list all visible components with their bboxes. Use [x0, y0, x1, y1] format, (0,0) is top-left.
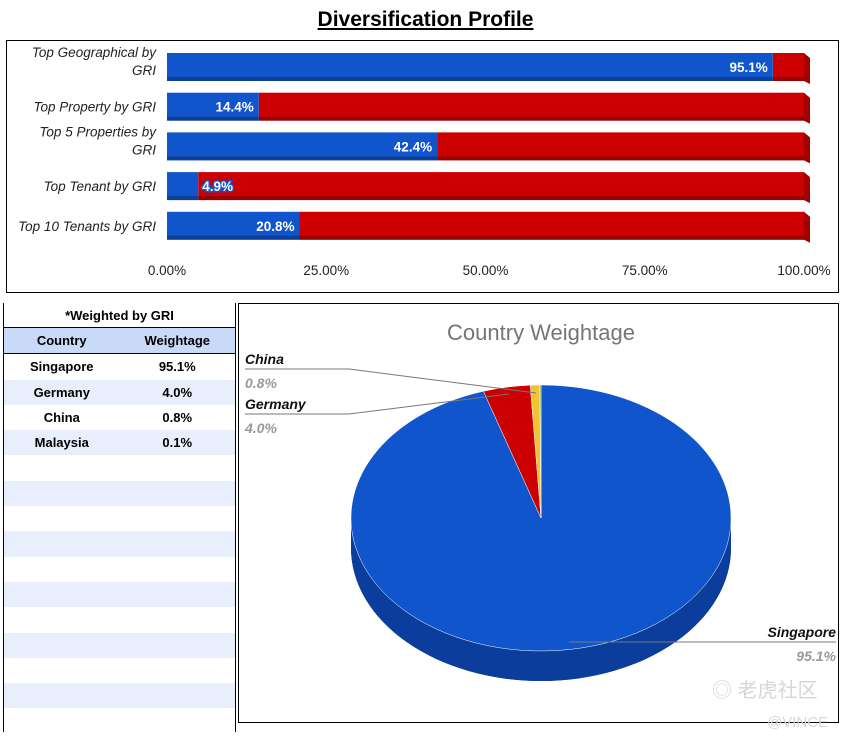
data-label: 4.9% — [202, 179, 233, 194]
weightage-cell: 95.1% — [158, 359, 196, 375]
country-cell: China — [43, 410, 80, 426]
pie-chart: Country Weightage Singapore 95.1% Germany 4.… — [244, 320, 837, 681]
slice-name: Germany — [245, 396, 307, 412]
table-row — [4, 708, 235, 733]
bar-remainder — [198, 172, 804, 201]
table-row — [4, 531, 235, 557]
header-weightage: Weightage — [144, 333, 211, 349]
data-label: 14.4% — [215, 100, 253, 115]
bar-edge — [167, 77, 804, 81]
bar-chart-panel: Top Geographical by GRI 95.1% Top Property … — [6, 40, 839, 293]
table-row: China 0.8% — [4, 405, 235, 430]
bar-remainder — [437, 132, 804, 161]
bar-edge — [167, 116, 804, 121]
x-tick-label: 50.00% — [463, 263, 509, 278]
bar-side — [804, 172, 810, 204]
bar-edge — [167, 156, 804, 161]
table-row: Singapore 95.1% — [4, 354, 235, 379]
data-label: 42.4% — [394, 139, 432, 154]
slice-name: China — [245, 351, 284, 367]
bar-side — [804, 53, 810, 84]
category-label: Top Geographical by — [32, 45, 157, 60]
bar-row: Top 10 Tenants by GRI 20.8% — [18, 211, 810, 243]
category-label: Top 5 Properties by — [39, 124, 157, 139]
bar-remainder — [772, 53, 804, 81]
bar-value — [167, 132, 438, 161]
table-row — [4, 658, 235, 683]
x-tick-label: 75.00% — [622, 263, 668, 278]
category-label: GRI — [132, 63, 156, 78]
bar-side — [804, 132, 810, 164]
country-cell: Germany — [33, 384, 90, 400]
bar-edge — [167, 235, 804, 240]
category-label: Top Tenant by GRI — [44, 179, 157, 194]
slice-value: 4.0% — [244, 420, 277, 436]
pie-title: Country Weightage — [447, 320, 635, 345]
bar-row: Top Tenant by GRI 4.9% — [44, 172, 810, 204]
bar-value — [167, 172, 199, 201]
x-tick-label: 25.00% — [303, 263, 349, 278]
country-cell: Malaysia — [34, 435, 89, 451]
header-country: Country — [36, 333, 87, 349]
data-label: 95.1% — [730, 60, 768, 75]
weightage-cell: 0.1% — [162, 435, 193, 451]
table-row: Germany 4.0% — [4, 379, 235, 405]
bar-value — [167, 53, 773, 81]
pie-chart-panel: Country Weightage Singapore 95.1% Germany 4.… — [238, 303, 839, 723]
leader-line — [245, 368, 537, 394]
table-row — [4, 581, 235, 608]
bar-side — [804, 211, 810, 243]
bar-side — [804, 92, 810, 124]
x-tick-label: 100.00% — [777, 263, 830, 278]
slice-label: Germany 4.0% — [244, 393, 510, 436]
table-row — [4, 632, 235, 658]
watermark: ◎ 老虎社区 @VINCE — [712, 680, 829, 731]
slice-value: 95.1% — [796, 648, 836, 664]
category-label: Top Property by GRI — [33, 100, 156, 115]
slice-label: China 0.8% — [245, 351, 537, 394]
weightage-cell: 4.0% — [162, 384, 193, 400]
pie-slice-malaysia — [539, 384, 542, 519]
bar-value — [167, 92, 259, 121]
bar-remainder — [258, 92, 804, 121]
category-label: Top 10 Tenants by GRI — [18, 219, 156, 234]
bar-row: Top Geographical by GRI 95.1% — [32, 45, 810, 84]
bar-row: Top 5 Properties by GRI 42.4% — [39, 124, 810, 164]
weightage-cell: 0.8% — [162, 410, 193, 426]
country-cell: Singapore — [29, 359, 94, 375]
x-tick-label: 0.00% — [148, 263, 186, 278]
table-row — [4, 455, 235, 480]
bar-edge — [167, 196, 804, 201]
category-label: GRI — [132, 142, 156, 157]
bar-remainder — [299, 211, 804, 240]
table-row — [4, 683, 235, 709]
table-row: Malaysia 0.1% — [4, 430, 235, 456]
table-row — [4, 506, 235, 531]
table-row — [4, 480, 235, 507]
weightage-table: *Weighted by GRI Country Weightage Singap… — [3, 303, 236, 732]
bar-row: Top Property by GRI 14.4% — [33, 92, 810, 124]
slice-value: 0.8% — [245, 375, 277, 391]
table-caption: *Weighted by GRI — [65, 307, 174, 323]
slice-name: Singapore — [768, 624, 837, 640]
page-title: Diversification Profile — [317, 8, 534, 31]
table-row — [4, 557, 235, 582]
slice-label: Singapore 95.1% — [569, 624, 837, 664]
bar-value — [167, 211, 300, 240]
table-row — [4, 607, 235, 632]
leader-line — [245, 393, 510, 415]
data-label: 20.8% — [256, 219, 294, 234]
bar-chart: Top Geographical by GRI 95.1% Top Property … — [18, 45, 830, 278]
